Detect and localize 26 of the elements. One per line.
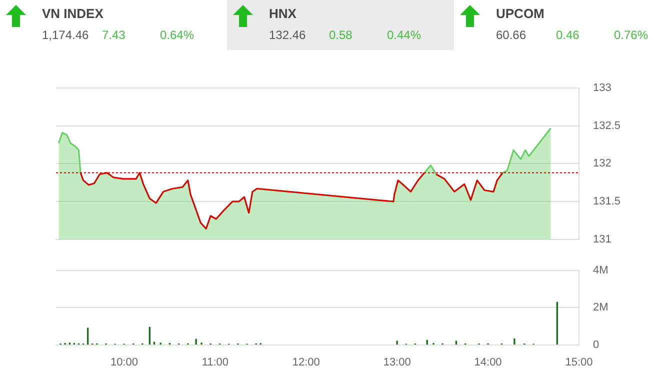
text: 0.58 bbox=[329, 28, 352, 42]
text: 0.44% bbox=[387, 28, 422, 42]
y-tick-label: 133 bbox=[593, 82, 612, 94]
x-tick-label: 13:00 bbox=[383, 356, 411, 368]
text: 1,174.46 bbox=[42, 28, 89, 42]
y-tick-label: 4M bbox=[593, 264, 608, 277]
x-tick-label: 14:00 bbox=[474, 356, 502, 368]
text: UPCOM bbox=[496, 6, 544, 21]
x-tick-label: 10:00 bbox=[110, 356, 138, 368]
y-tick-label: 0 bbox=[593, 338, 600, 351]
text: 0.76% bbox=[614, 28, 648, 42]
y-tick-label: 2M bbox=[593, 302, 608, 314]
text: HNX bbox=[269, 6, 296, 21]
y-tick-label: 132 bbox=[593, 158, 612, 170]
text: 132.46 bbox=[269, 28, 306, 42]
y-tick-label: 131 bbox=[593, 233, 612, 246]
text: 7.43 bbox=[102, 28, 126, 42]
y-tick-label: 131.5 bbox=[593, 196, 621, 208]
text: VN INDEX bbox=[42, 6, 104, 21]
text: 60.66 bbox=[496, 28, 526, 42]
text: 0.46 bbox=[556, 28, 580, 42]
x-tick-label: 12:00 bbox=[292, 356, 320, 368]
x-tick-label: 11:00 bbox=[202, 356, 229, 368]
text: 0.64% bbox=[160, 28, 194, 42]
y-tick-label: 132.5 bbox=[593, 120, 621, 132]
x-tick-label: 15:00 bbox=[565, 356, 593, 368]
